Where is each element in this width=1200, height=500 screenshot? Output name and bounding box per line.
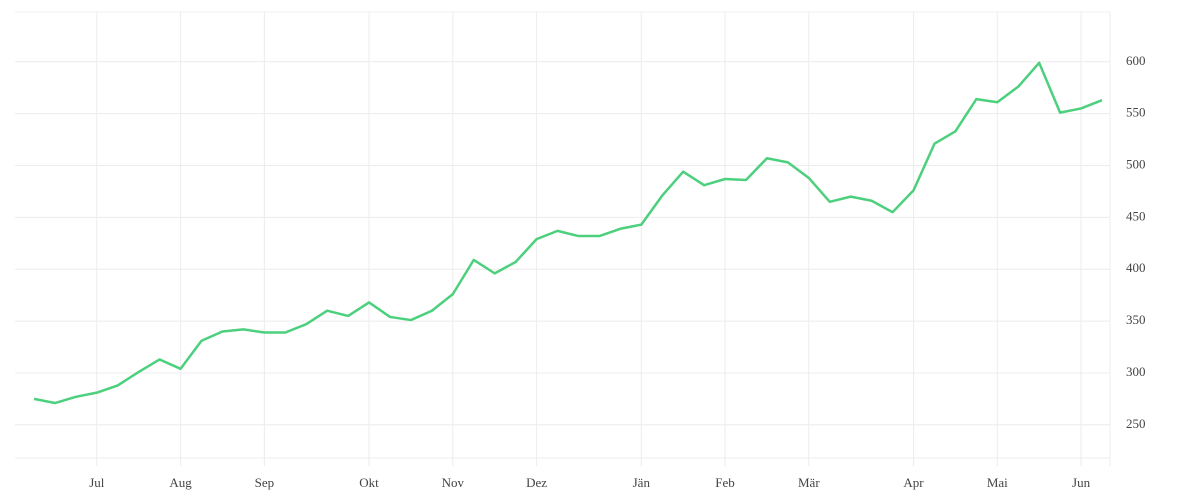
y-tick-label: 350 — [1126, 312, 1146, 327]
x-tick-label: Mär — [798, 475, 820, 490]
x-tick-label: Jän — [633, 475, 651, 490]
x-tick-label: Okt — [359, 475, 379, 490]
y-tick-label: 550 — [1126, 105, 1146, 120]
data-line — [33, 61, 1103, 405]
x-tick-label: Dez — [526, 475, 547, 490]
y-tick-label: 300 — [1126, 364, 1146, 379]
y-tick-label: 250 — [1126, 416, 1146, 431]
y-tick-label: 600 — [1126, 53, 1146, 68]
x-tick-label: Aug — [169, 475, 192, 490]
x-tick-label: Feb — [715, 475, 735, 490]
x-tick-label: Sep — [255, 475, 275, 490]
y-tick-label: 500 — [1126, 156, 1146, 171]
x-tick-label: Jul — [89, 475, 105, 490]
x-tick-label: Mai — [987, 475, 1008, 490]
y-tick-label: 400 — [1126, 260, 1146, 275]
y-tick-label: 450 — [1126, 208, 1146, 223]
x-tick-label: Nov — [442, 475, 465, 490]
x-tick-label: Jun — [1072, 475, 1091, 490]
x-tick-label: Apr — [903, 475, 924, 490]
